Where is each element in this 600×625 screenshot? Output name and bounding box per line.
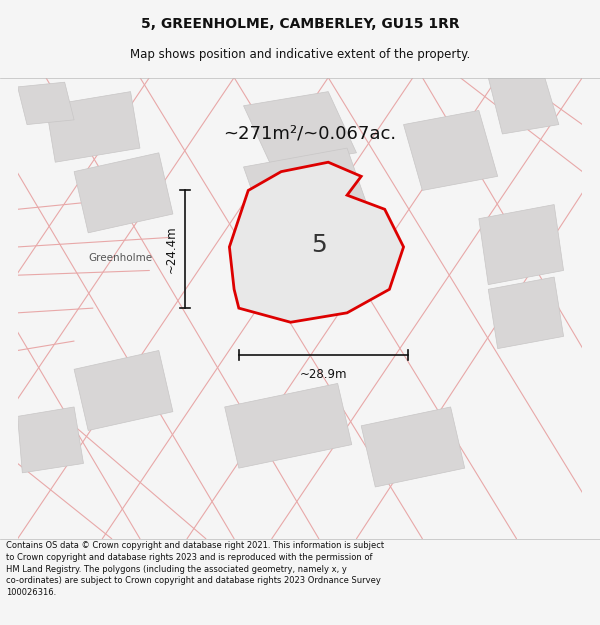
Text: 5: 5 — [311, 232, 327, 257]
Text: Greenholme: Greenholme — [88, 253, 152, 263]
Polygon shape — [46, 92, 140, 162]
Polygon shape — [74, 351, 173, 431]
Polygon shape — [17, 82, 74, 124]
Polygon shape — [488, 78, 559, 134]
Text: ~24.4m: ~24.4m — [164, 226, 178, 273]
Polygon shape — [404, 111, 497, 191]
Polygon shape — [224, 383, 352, 468]
Polygon shape — [488, 277, 563, 349]
Polygon shape — [244, 92, 356, 167]
Polygon shape — [479, 204, 563, 284]
Polygon shape — [17, 407, 83, 473]
Text: Contains OS data © Crown copyright and database right 2021. This information is : Contains OS data © Crown copyright and d… — [6, 541, 384, 598]
Text: ~271m²/~0.067ac.: ~271m²/~0.067ac. — [223, 125, 396, 143]
Polygon shape — [361, 407, 465, 487]
Text: Map shows position and indicative extent of the property.: Map shows position and indicative extent… — [130, 48, 470, 61]
Text: ~28.9m: ~28.9m — [300, 368, 347, 381]
Polygon shape — [229, 162, 404, 322]
Polygon shape — [74, 152, 173, 233]
Polygon shape — [244, 148, 376, 247]
Text: 5, GREENHOLME, CAMBERLEY, GU15 1RR: 5, GREENHOLME, CAMBERLEY, GU15 1RR — [140, 17, 460, 31]
